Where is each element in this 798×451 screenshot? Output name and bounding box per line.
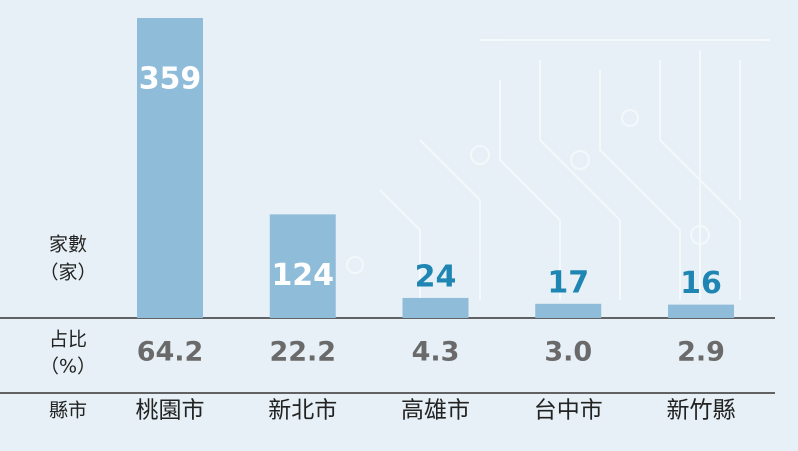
row-label: （%）: [40, 356, 96, 378]
row-label: 家數: [49, 234, 87, 256]
bar: [137, 18, 203, 318]
value-label: 24: [415, 259, 457, 294]
bar: [668, 304, 734, 318]
row-label: 縣市: [49, 400, 87, 422]
share-label: 64.2: [137, 337, 204, 368]
category-label: 新北市: [268, 398, 337, 424]
row-label: 占比: [49, 329, 87, 351]
value-label: 16: [680, 266, 722, 301]
share-label: 2.9: [677, 337, 725, 368]
bar: [269, 214, 336, 318]
category-label: 桃園市: [136, 398, 205, 424]
share-label: 3.0: [544, 337, 592, 368]
category-label: 高雄市: [401, 398, 470, 424]
value-label: 17: [547, 265, 589, 300]
share-label: 22.2: [269, 337, 336, 368]
value-label: 359: [139, 62, 202, 97]
bar: [535, 303, 602, 318]
bar: [402, 297, 469, 318]
category-label: 台中市: [534, 398, 603, 424]
row-label: （家）: [39, 262, 96, 284]
value-label: 124: [271, 258, 334, 293]
circuit-decoration: [346, 39, 770, 300]
share-label: 4.3: [412, 337, 460, 368]
category-label: 新竹縣: [667, 398, 736, 424]
